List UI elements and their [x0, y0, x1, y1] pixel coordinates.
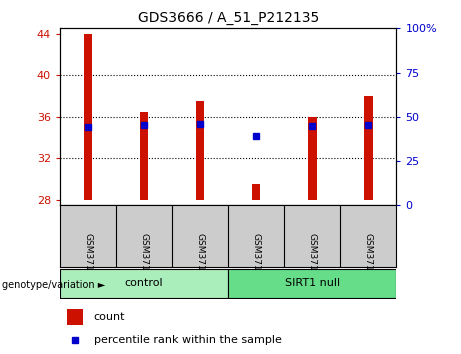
Bar: [228, 269, 396, 297]
Text: genotype/variation ►: genotype/variation ►: [2, 280, 106, 290]
Bar: [67, 309, 83, 325]
Text: GSM371989: GSM371989: [140, 233, 148, 288]
Title: GDS3666 / A_51_P212135: GDS3666 / A_51_P212135: [137, 11, 319, 24]
Text: control: control: [125, 278, 163, 288]
Bar: [84, 34, 92, 200]
Text: SIRT1 null: SIRT1 null: [285, 278, 340, 288]
Bar: [140, 112, 148, 200]
Text: GSM371991: GSM371991: [252, 233, 261, 288]
Text: GSM371988: GSM371988: [83, 233, 93, 288]
Text: percentile rank within the sample: percentile rank within the sample: [94, 335, 282, 346]
Text: GSM371993: GSM371993: [364, 233, 373, 288]
Text: count: count: [94, 312, 125, 322]
Bar: [252, 184, 260, 200]
Bar: [308, 117, 317, 200]
Bar: [60, 269, 228, 297]
Bar: [196, 101, 204, 200]
Text: GSM371990: GSM371990: [195, 233, 205, 288]
Text: GSM371992: GSM371992: [308, 233, 317, 288]
Bar: [364, 96, 372, 200]
